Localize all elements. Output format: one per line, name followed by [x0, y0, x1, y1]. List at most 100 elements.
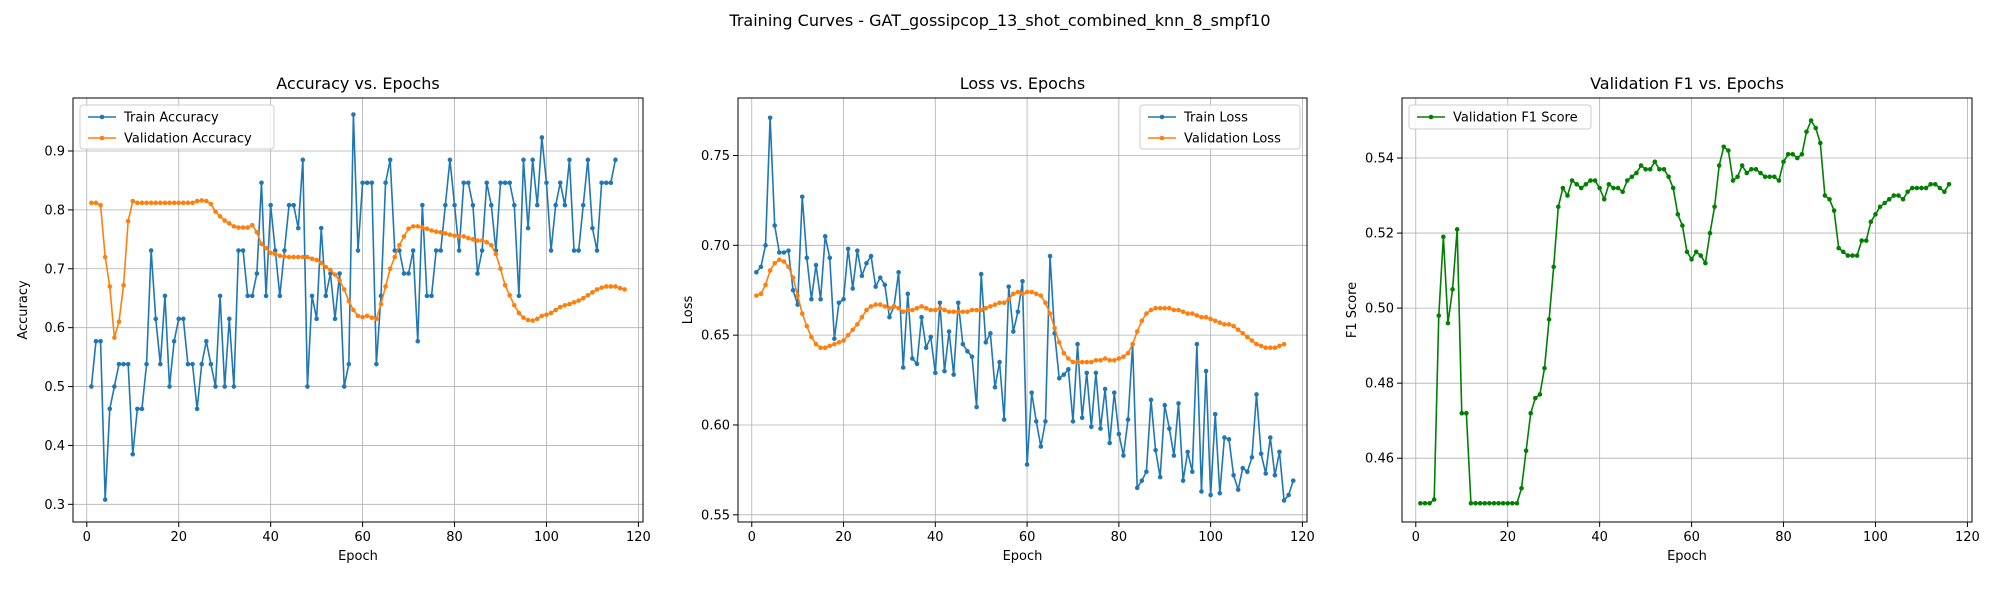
data-point [978, 307, 984, 313]
data-point [1601, 197, 1607, 202]
data-point [153, 316, 159, 322]
data-point [1084, 359, 1090, 365]
data-point [905, 307, 911, 313]
data-point [135, 200, 140, 206]
data-point [300, 157, 306, 163]
data-point [822, 234, 828, 239]
data-point [617, 285, 623, 291]
data-point [263, 293, 269, 299]
data-point [1491, 500, 1497, 506]
data-point [1006, 284, 1012, 289]
chart-title: Validation F1 vs. Epochs [1590, 74, 1784, 93]
data-point [1180, 478, 1186, 483]
y-axis-label: Loss [681, 296, 696, 325]
data-point [208, 201, 214, 207]
data-point [777, 257, 782, 262]
data-point [594, 287, 600, 292]
data-point [236, 248, 241, 253]
data-point [1845, 253, 1851, 258]
legend-label: Train Accuracy [123, 111, 219, 126]
data-point [809, 296, 814, 302]
data-point [1240, 331, 1246, 336]
data-point [1208, 316, 1213, 322]
data-point [1167, 305, 1172, 311]
data-point [332, 316, 338, 322]
data-point [836, 340, 842, 345]
data-point [98, 202, 103, 208]
data-point [1578, 185, 1584, 191]
data-point [245, 293, 250, 299]
data-point [1942, 189, 1947, 195]
data-point [887, 305, 892, 311]
legend-box [79, 104, 275, 150]
data-point [1487, 500, 1492, 506]
data-point [1680, 223, 1685, 228]
x-tick-label: 0 [83, 530, 91, 545]
data-point [877, 275, 883, 280]
data-point [1551, 264, 1556, 270]
data-point [401, 234, 407, 239]
data-point [1647, 166, 1653, 172]
data-point [1075, 359, 1080, 365]
data-point [208, 361, 214, 367]
data-point [1286, 492, 1291, 498]
data-point [511, 202, 517, 208]
y-tick-label: 0.5 [44, 380, 65, 395]
data-point [190, 361, 195, 367]
data-point [447, 157, 453, 163]
data-point [272, 248, 278, 253]
x-tick-label: 100 [1863, 530, 1888, 545]
data-point [153, 200, 159, 206]
data-point [919, 304, 924, 309]
data-point [323, 293, 329, 299]
data-point [456, 234, 462, 239]
data-point [534, 316, 540, 322]
x-tick-label: 40 [1591, 530, 1608, 545]
data-point [786, 248, 791, 254]
data-point [544, 180, 549, 186]
data-point [1519, 485, 1524, 491]
data-point [1739, 163, 1745, 168]
data-point [521, 315, 526, 320]
data-point [576, 298, 581, 303]
x-axis-label: Epoch [1667, 549, 1707, 564]
data-point [882, 304, 888, 309]
data-point [231, 384, 237, 389]
legend-swatch-marker [99, 114, 105, 120]
data-point [1565, 193, 1570, 198]
data-point [226, 221, 232, 226]
data-point [511, 302, 517, 308]
y-tick-label: 0.55 [701, 508, 730, 523]
x-axis-label: Epoch [338, 549, 378, 564]
data-point [268, 250, 273, 256]
y-tick-label: 0.8 [44, 203, 65, 218]
data-point [89, 200, 94, 206]
data-point [387, 157, 393, 163]
data-point [1217, 490, 1223, 496]
data-point [1661, 166, 1667, 172]
data-point [378, 301, 384, 307]
data-point [855, 248, 860, 254]
data-point [1226, 322, 1232, 327]
data-point [571, 248, 577, 253]
data-point [758, 291, 764, 297]
data-point [1670, 185, 1676, 191]
data-point [1102, 356, 1108, 361]
data-point [1240, 465, 1246, 471]
data-point [1093, 370, 1099, 376]
data-point [443, 231, 448, 236]
data-point [1148, 307, 1154, 313]
data-point [93, 200, 99, 206]
data-point [1946, 182, 1952, 187]
data-point [346, 298, 352, 304]
data-point [983, 305, 989, 311]
data-point [1254, 341, 1259, 347]
data-point [1505, 500, 1511, 506]
data-point [1029, 390, 1034, 395]
data-point [1134, 485, 1140, 491]
data-point [557, 180, 563, 186]
data-point [845, 332, 851, 338]
data-point [1217, 320, 1223, 325]
data-point [777, 250, 782, 255]
data-point [992, 384, 998, 390]
